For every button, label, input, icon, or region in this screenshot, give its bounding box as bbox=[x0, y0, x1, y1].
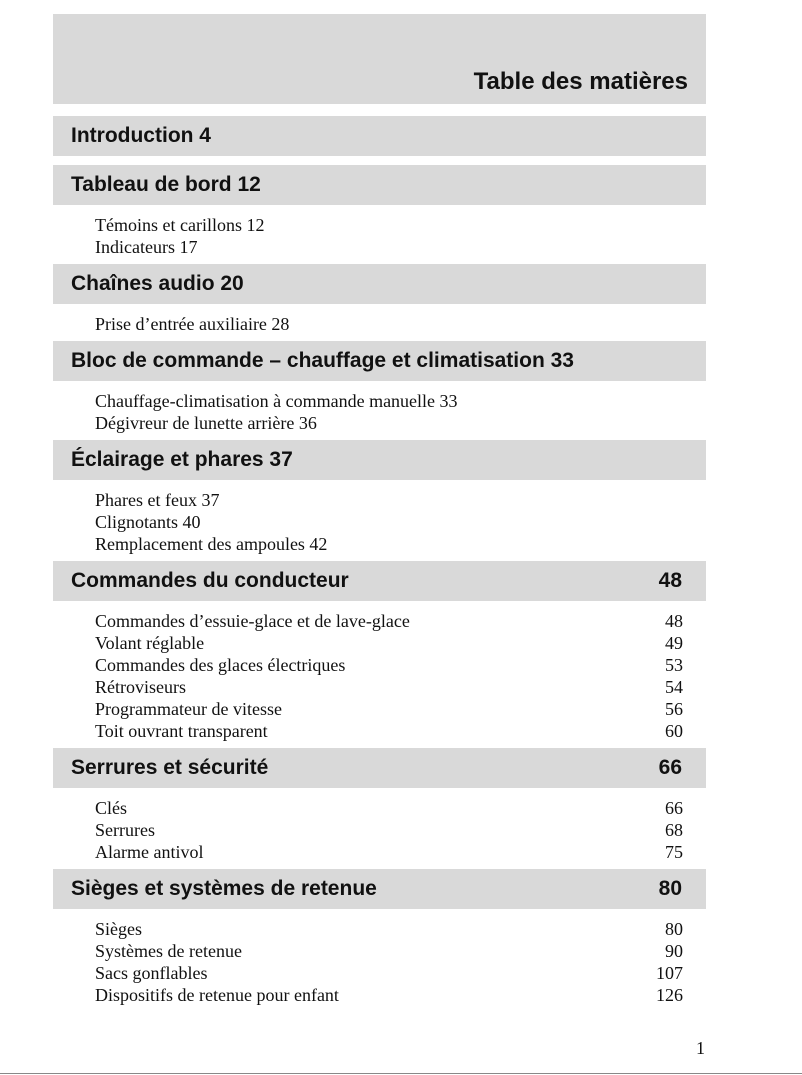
section-bar: Commandes du conducteur 48 bbox=[53, 561, 706, 601]
section-bar: Bloc de commande – chauffage et climatis… bbox=[53, 341, 706, 381]
item-text: Serrures bbox=[95, 820, 155, 840]
item-list: Phares et feux 37 Clignotants 40 Remplacem… bbox=[53, 480, 706, 561]
item-page: 66 bbox=[665, 798, 683, 818]
item-text: Phares et feux 37 bbox=[95, 490, 220, 510]
item-list: Commandes d’essuie-glace et de lave-glac… bbox=[53, 601, 706, 748]
item: Indicateurs 17 bbox=[95, 236, 683, 258]
item-text: Sacs gonflables bbox=[95, 963, 208, 983]
item: Chauffage-climatisation à commande manue… bbox=[95, 390, 683, 412]
section-title: Chaînes audio 20 bbox=[71, 272, 244, 295]
section-bar: Éclairage et phares 37 bbox=[53, 440, 706, 480]
page-number: 1 bbox=[696, 1038, 705, 1058]
header: Table des matières bbox=[53, 14, 706, 104]
section: Éclairage et phares 37 Phares et feux 37 C… bbox=[53, 440, 706, 561]
item: Volant réglable 49 bbox=[95, 632, 683, 654]
section: Tableau de bord 12 Témoins et carillons 1… bbox=[53, 165, 706, 264]
item: Sacs gonflables 107 bbox=[95, 962, 683, 984]
title: Table des matières bbox=[473, 68, 688, 95]
section-bar: Sièges et systèmes de retenue 80 bbox=[53, 869, 706, 909]
item: Remplacement des ampoules 42 bbox=[95, 533, 683, 555]
item-text: Remplacement des ampoules 42 bbox=[95, 534, 328, 554]
item-list: Prise d’entrée auxiliaire 28 bbox=[53, 304, 706, 341]
item-text: Commandes d’essuie-glace et de lave-glac… bbox=[95, 611, 410, 631]
item: Sièges 80 bbox=[95, 918, 683, 940]
item-text: Programmateur de vitesse bbox=[95, 699, 282, 719]
section: Chaînes audio 20 Prise d’entrée auxiliair… bbox=[53, 264, 706, 341]
item-text: Témoins et carillons 12 bbox=[95, 215, 265, 235]
item-text: Dispositifs de retenue pour enfant bbox=[95, 985, 339, 1005]
item: Toit ouvrant transparent 60 bbox=[95, 720, 683, 742]
item-text: Alarme antivol bbox=[95, 842, 204, 862]
item: Dégivreur de lunette arrière 36 bbox=[95, 412, 683, 434]
item-text: Commandes des glaces électriques bbox=[95, 655, 346, 675]
section: Commandes du conducteur 48 Commandes d’ess… bbox=[53, 561, 706, 748]
section-title: Serrures et sécurité bbox=[71, 756, 269, 779]
item-list: Clés 66 Serrures 68 Alarme antivol 75 bbox=[53, 788, 706, 869]
item-text: Rétroviseurs bbox=[95, 677, 186, 697]
item: Prise d’entrée auxiliaire 28 bbox=[95, 313, 683, 335]
item-page: 49 bbox=[665, 633, 683, 653]
item-text: Toit ouvrant transparent bbox=[95, 721, 268, 741]
item-list: Sièges 80 Systèmes de retenue 90 Sacs gonfla… bbox=[53, 909, 706, 1012]
item-page: 80 bbox=[665, 919, 683, 939]
section: Sièges et systèmes de retenue 80 Sièges 80 S… bbox=[53, 869, 706, 1012]
item-page: 54 bbox=[665, 677, 683, 697]
item-page: 90 bbox=[665, 941, 683, 961]
section-bar: Introduction 4 bbox=[53, 116, 706, 156]
section-page: 80 bbox=[658, 877, 682, 900]
item-page: 56 bbox=[665, 699, 683, 719]
section-title: Sièges et systèmes de retenue bbox=[71, 877, 377, 900]
item-text: Sièges bbox=[95, 919, 142, 939]
section-title: Tableau de bord 12 bbox=[71, 173, 261, 196]
section-page: 66 bbox=[658, 756, 682, 779]
item-page: 48 bbox=[665, 611, 683, 631]
item: Rétroviseurs 54 bbox=[95, 676, 683, 698]
rule bbox=[0, 1073, 802, 1074]
section: Serrures et sécurité 66 Clés 66 Serrures 68 Al… bbox=[53, 748, 706, 869]
item: Programmateur de vitesse 56 bbox=[95, 698, 683, 720]
item-text: Volant réglable bbox=[95, 633, 205, 653]
item: Systèmes de retenue 90 bbox=[95, 940, 683, 962]
item: Alarme antivol 75 bbox=[95, 841, 683, 863]
item-text: Indicateurs 17 bbox=[95, 237, 198, 257]
toc: Table des matières Introduction 4 Tableau… bbox=[53, 14, 706, 1012]
section: Bloc de commande – chauffage et climatis… bbox=[53, 341, 706, 440]
item-page: 126 bbox=[656, 985, 683, 1005]
item-text: Clés bbox=[95, 798, 128, 818]
item-text: Chauffage-climatisation à commande manue… bbox=[95, 391, 458, 411]
item-page: 107 bbox=[656, 963, 683, 983]
item-text: Systèmes de retenue bbox=[95, 941, 242, 961]
section-title: Bloc de commande – chauffage et climatis… bbox=[71, 349, 574, 372]
item-page: 68 bbox=[665, 820, 683, 840]
section-title: Commandes du conducteur bbox=[71, 569, 349, 592]
item: Témoins et carillons 12 bbox=[95, 214, 683, 236]
item-text: Dégivreur de lunette arrière 36 bbox=[95, 413, 317, 433]
item-page: 75 bbox=[665, 842, 683, 862]
item-page: 53 bbox=[665, 655, 683, 675]
section-bar: Tableau de bord 12 bbox=[53, 165, 706, 205]
item: Commandes des glaces électriques 53 bbox=[95, 654, 683, 676]
item-text: Clignotants 40 bbox=[95, 512, 201, 532]
section-page: 48 bbox=[658, 569, 682, 592]
section-title: Éclairage et phares 37 bbox=[71, 448, 293, 471]
item-list: Témoins et carillons 12 Indicateurs 17 bbox=[53, 205, 706, 264]
item: Clés 66 bbox=[95, 797, 683, 819]
item: Clignotants 40 bbox=[95, 511, 683, 533]
item: Serrures 68 bbox=[95, 819, 683, 841]
item: Dispositifs de retenue pour enfant 126 bbox=[95, 984, 683, 1006]
section-bar: Serrures et sécurité 66 bbox=[53, 748, 706, 788]
section-title: Introduction 4 bbox=[71, 124, 211, 147]
item: Commandes d’essuie-glace et de lave-glac… bbox=[95, 610, 683, 632]
section: Introduction 4 bbox=[53, 116, 706, 156]
item: Phares et feux 37 bbox=[95, 489, 683, 511]
item-page: 60 bbox=[665, 721, 683, 741]
item-list: Chauffage-climatisation à commande manue… bbox=[53, 381, 706, 440]
section-bar: Chaînes audio 20 bbox=[53, 264, 706, 304]
item-text: Prise d’entrée auxiliaire 28 bbox=[95, 314, 290, 334]
